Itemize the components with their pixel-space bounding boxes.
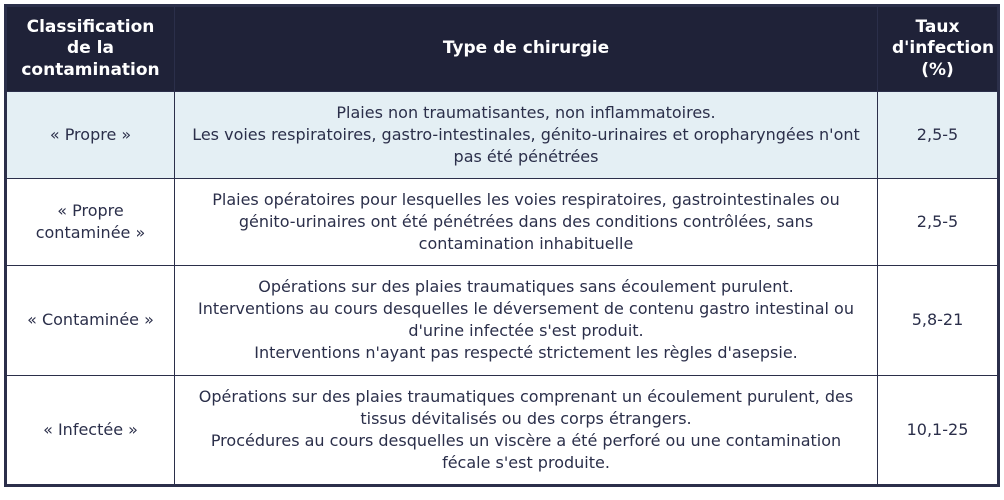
table-row: « Propre contaminée »Plaies opératoires … — [7, 178, 998, 265]
cell-type: Plaies non traumatisantes, non inflammat… — [175, 91, 878, 178]
col-header-type: Type de chirurgie — [175, 7, 878, 92]
cell-classification: « Infectée » — [7, 375, 175, 484]
table-body: « Propre »Plaies non traumatisantes, non… — [7, 91, 998, 484]
table-header: Classification de la contamination Type … — [7, 7, 998, 92]
classification-table: Classification de la contamination Type … — [6, 6, 998, 485]
cell-rate: 5,8-21 — [878, 266, 998, 375]
col-header-rate: Taux d'infection (%) — [878, 7, 998, 92]
col-header-classification: Classification de la contamination — [7, 7, 175, 92]
table-row: « Propre »Plaies non traumatisantes, non… — [7, 91, 998, 178]
cell-rate: 10,1-25 — [878, 375, 998, 484]
classification-table-container: Classification de la contamination Type … — [4, 4, 1000, 487]
cell-type: Opérations sur des plaies traumatiques s… — [175, 266, 878, 375]
cell-type: Plaies opératoires pour lesquelles les v… — [175, 178, 878, 265]
cell-classification: « Propre contaminée » — [7, 178, 175, 265]
cell-classification: « Propre » — [7, 91, 175, 178]
table-row: « Infectée »Opérations sur des plaies tr… — [7, 375, 998, 484]
cell-classification: « Contaminée » — [7, 266, 175, 375]
cell-rate: 2,5-5 — [878, 91, 998, 178]
cell-rate: 2,5-5 — [878, 178, 998, 265]
cell-type: Opérations sur des plaies traumatiques c… — [175, 375, 878, 484]
table-row: « Contaminée »Opérations sur des plaies … — [7, 266, 998, 375]
